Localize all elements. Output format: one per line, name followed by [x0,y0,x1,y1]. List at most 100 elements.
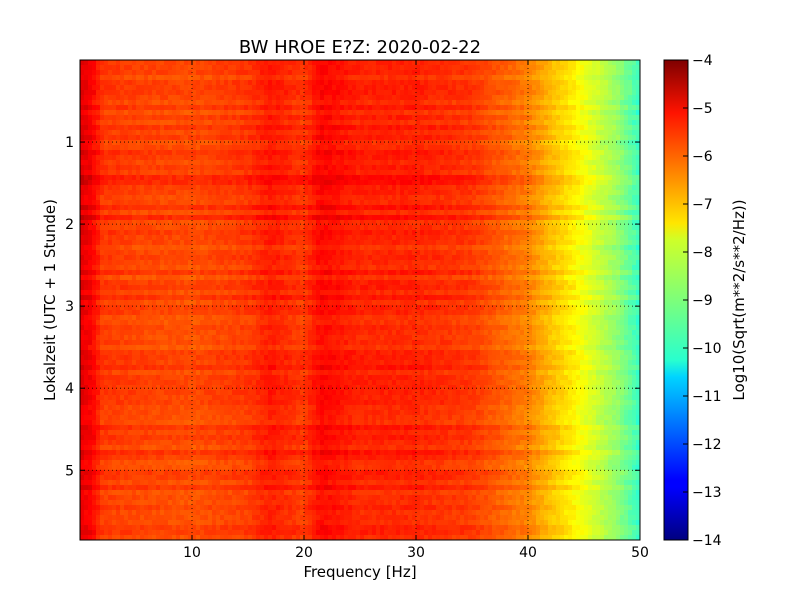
heatmap-cell [80,260,85,266]
heatmap-cell [168,200,173,206]
heatmap-cell [156,70,161,76]
heatmap-cell [236,275,241,281]
heatmap-cell [176,490,181,496]
heatmap-cell [84,200,89,206]
heatmap-cell [196,275,201,281]
heatmap-cell [272,450,277,456]
heatmap-cell [160,235,165,241]
heatmap-cell [144,160,149,166]
heatmap-cell [236,350,241,356]
heatmap-cell [272,150,277,156]
heatmap-cell [180,230,185,236]
heatmap-cell [124,110,129,116]
heatmap-cell [104,490,109,496]
heatmap-cell [236,530,241,536]
heatmap-cell [276,515,281,521]
heatmap-cell [248,445,253,451]
heatmap-cell [276,185,281,191]
heatmap-cell [236,160,241,166]
heatmap-cell [116,170,121,176]
heatmap-cell [100,360,105,366]
heatmap-cell [164,490,169,496]
heatmap-cell [116,455,121,461]
heatmap-cell [96,100,101,106]
heatmap-cell [192,215,197,221]
heatmap-cell [164,95,169,101]
heatmap-cell [188,490,193,496]
heatmap-cell [200,415,205,421]
heatmap-cell [184,280,189,286]
heatmap-cell [156,175,161,181]
heatmap-cell [132,385,137,391]
heatmap-cell [220,320,225,326]
heatmap-cell [200,280,205,286]
heatmap-cell [216,495,221,501]
heatmap-cell [176,275,181,281]
heatmap-cell [104,395,109,401]
heatmap-cell [184,125,189,131]
heatmap-cell [120,340,125,346]
heatmap-cell [148,190,153,196]
heatmap-cell [172,275,177,281]
heatmap-cell [172,205,177,211]
heatmap-cell [136,330,141,336]
heatmap-cell [148,225,153,231]
heatmap-cell [184,415,189,421]
heatmap-cell [128,380,133,386]
heatmap-cell [116,380,121,386]
heatmap-cell [108,530,113,536]
heatmap-cell [140,100,145,106]
heatmap-cell [164,160,169,166]
heatmap-cell [204,210,209,216]
heatmap-cell [144,290,149,296]
heatmap-cell [284,210,289,216]
heatmap-cell [252,85,257,91]
heatmap-cell [248,475,253,481]
heatmap-cell [144,265,149,271]
heatmap-cell [248,325,253,331]
heatmap-cell [236,240,241,246]
heatmap-cell [260,450,265,456]
heatmap-cell [224,475,229,481]
heatmap-cell [200,455,205,461]
heatmap-cell [160,200,165,206]
heatmap-cell [192,105,197,111]
heatmap-cell [280,355,285,361]
heatmap-cell [80,410,85,416]
heatmap-cell [196,350,201,356]
heatmap-cell [160,65,165,71]
heatmap-cell [148,535,153,540]
heatmap-cell [104,455,109,461]
heatmap-cell [168,380,173,386]
heatmap-cell [256,105,261,111]
heatmap-cell [128,445,133,451]
heatmap-cell [200,505,205,511]
heatmap-cell [116,255,121,261]
heatmap-cell [80,430,85,436]
heatmap-cell [200,140,205,146]
heatmap-cell [92,300,97,306]
heatmap-cell [156,130,161,136]
heatmap-cell [228,535,233,540]
heatmap-cell [260,165,265,171]
heatmap-cell [140,215,145,221]
heatmap-cell [268,520,273,526]
heatmap-cell [88,480,93,486]
heatmap-cell [272,360,277,366]
heatmap-cell [100,375,105,381]
heatmap-cell [228,165,233,171]
heatmap-cell [96,400,101,406]
heatmap-cell [120,360,125,366]
heatmap-cell [260,170,265,176]
heatmap-cell [112,70,117,76]
heatmap-cell [212,390,217,396]
heatmap-cell [164,365,169,371]
heatmap-cell [284,285,289,291]
heatmap-cell [196,485,201,491]
heatmap-cell [128,120,133,126]
heatmap-cell [80,535,85,540]
heatmap-cell [236,140,241,146]
heatmap-cell [84,445,89,451]
heatmap-cell [172,410,177,416]
heatmap-cell [92,85,97,91]
